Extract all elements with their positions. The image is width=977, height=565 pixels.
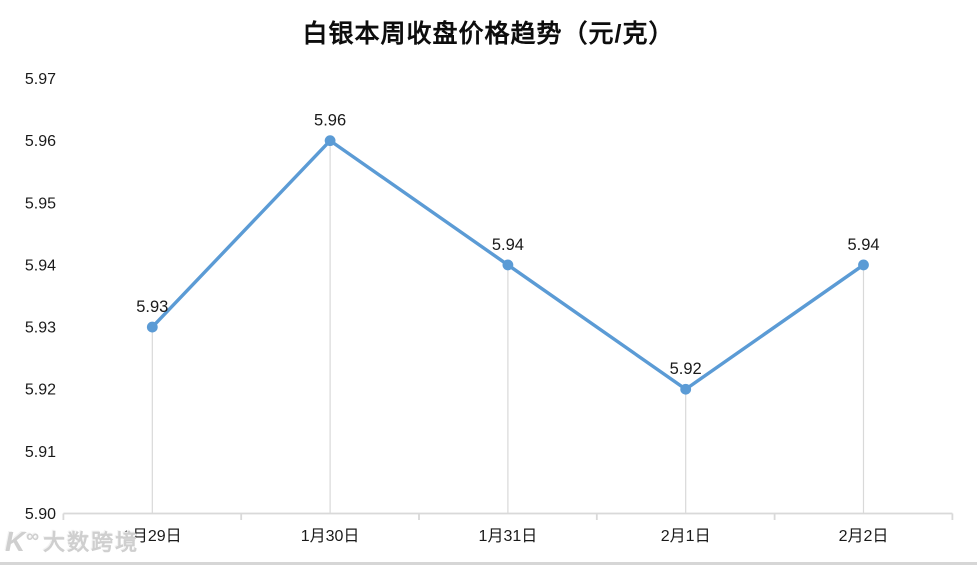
data-label: 5.94 bbox=[847, 236, 879, 254]
data-label: 5.94 bbox=[492, 236, 524, 254]
x-tick-label: 2月1日 bbox=[661, 528, 711, 545]
y-tick-label: 5.97 bbox=[25, 71, 56, 88]
data-label: 5.93 bbox=[136, 298, 168, 316]
data-point-marker bbox=[324, 135, 336, 147]
y-tick-label: 5.90 bbox=[25, 506, 56, 523]
chart-title: 白银本周收盘价格趋势（元/克） bbox=[302, 20, 675, 48]
y-tick-label: 5.93 bbox=[25, 320, 56, 337]
x-tick-label: 2月2日 bbox=[839, 528, 889, 545]
x-tick-label: 1月30日 bbox=[301, 528, 360, 545]
y-tick-label: 5.91 bbox=[25, 444, 56, 461]
bottom-border bbox=[0, 562, 977, 565]
data-point-marker bbox=[502, 259, 514, 271]
y-tick-label: 5.96 bbox=[25, 133, 56, 150]
y-tick-label: 5.92 bbox=[25, 382, 56, 399]
data-point-marker bbox=[858, 259, 869, 271]
y-tick-label: 5.95 bbox=[25, 195, 56, 212]
data-point-marker bbox=[680, 383, 692, 395]
data-label: 5.92 bbox=[670, 360, 702, 378]
data-point-marker bbox=[146, 321, 158, 333]
x-tick-label: 1月29日 bbox=[123, 528, 182, 545]
y-tick-label: 5.94 bbox=[25, 257, 56, 274]
x-tick-label: 1月31日 bbox=[479, 528, 538, 545]
data-label: 5.96 bbox=[314, 112, 346, 130]
